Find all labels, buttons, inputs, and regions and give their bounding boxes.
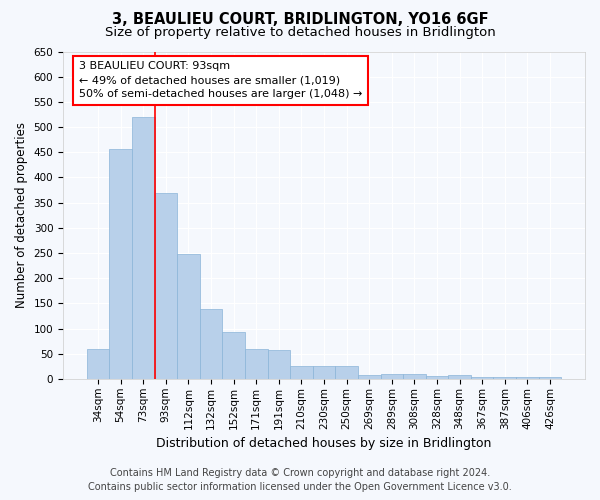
Bar bbox=[448, 375, 471, 379]
Bar bbox=[425, 376, 448, 379]
Bar bbox=[471, 378, 493, 379]
Bar bbox=[109, 148, 132, 379]
Bar bbox=[335, 366, 358, 379]
Bar bbox=[290, 366, 313, 379]
Bar bbox=[155, 192, 177, 379]
Text: 3 BEAULIEU COURT: 93sqm
← 49% of detached houses are smaller (1,019)
50% of semi: 3 BEAULIEU COURT: 93sqm ← 49% of detache… bbox=[79, 62, 362, 100]
Bar bbox=[268, 350, 290, 379]
Bar bbox=[380, 374, 403, 379]
Text: Contains HM Land Registry data © Crown copyright and database right 2024.
Contai: Contains HM Land Registry data © Crown c… bbox=[88, 468, 512, 492]
Bar bbox=[403, 374, 425, 379]
Bar bbox=[223, 332, 245, 379]
Bar bbox=[177, 254, 200, 379]
Text: 3, BEAULIEU COURT, BRIDLINGTON, YO16 6GF: 3, BEAULIEU COURT, BRIDLINGTON, YO16 6GF bbox=[112, 12, 488, 28]
Bar bbox=[132, 118, 155, 379]
X-axis label: Distribution of detached houses by size in Bridlington: Distribution of detached houses by size … bbox=[157, 437, 492, 450]
Bar bbox=[200, 310, 223, 379]
Bar bbox=[539, 378, 561, 379]
Bar bbox=[87, 348, 109, 379]
Text: Size of property relative to detached houses in Bridlington: Size of property relative to detached ho… bbox=[104, 26, 496, 39]
Bar bbox=[245, 348, 268, 379]
Bar bbox=[493, 377, 516, 379]
Bar bbox=[313, 366, 335, 379]
Bar bbox=[358, 375, 380, 379]
Bar bbox=[516, 378, 539, 379]
Y-axis label: Number of detached properties: Number of detached properties bbox=[15, 122, 28, 308]
